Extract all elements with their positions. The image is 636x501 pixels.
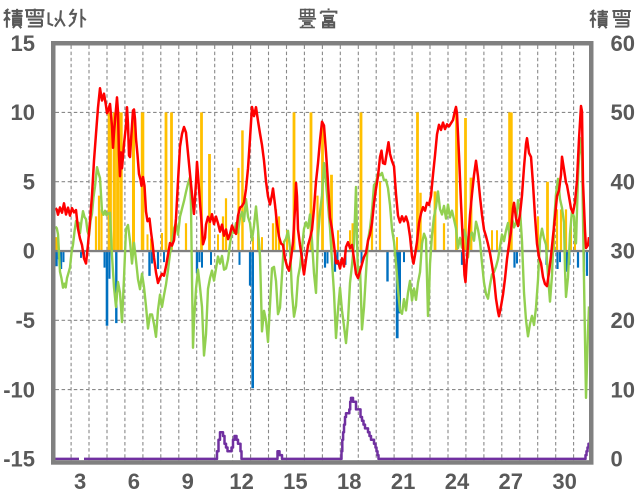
svg-text:5: 5: [23, 169, 35, 194]
svg-text:0: 0: [611, 447, 623, 472]
svg-text:21: 21: [391, 469, 415, 494]
svg-text:24: 24: [445, 469, 470, 494]
svg-text:40: 40: [611, 169, 635, 194]
svg-text:50: 50: [611, 100, 635, 125]
svg-text:60: 60: [611, 31, 635, 56]
svg-text:6: 6: [128, 469, 140, 494]
svg-text:15: 15: [283, 469, 307, 494]
svg-text:15: 15: [11, 31, 35, 56]
svg-text:30: 30: [611, 239, 635, 264]
svg-text:-5: -5: [15, 308, 35, 333]
svg-text:20: 20: [611, 308, 635, 333]
svg-text:10: 10: [611, 377, 635, 402]
svg-text:12: 12: [229, 469, 253, 494]
svg-text:10: 10: [11, 100, 35, 125]
svg-text:0: 0: [23, 239, 35, 264]
svg-text:3: 3: [74, 469, 86, 494]
svg-text:9: 9: [182, 469, 194, 494]
svg-text:27: 27: [499, 469, 523, 494]
svg-text:30: 30: [552, 469, 576, 494]
svg-text:18: 18: [337, 469, 361, 494]
svg-text:-10: -10: [3, 377, 35, 402]
svg-text:-15: -15: [3, 447, 35, 472]
